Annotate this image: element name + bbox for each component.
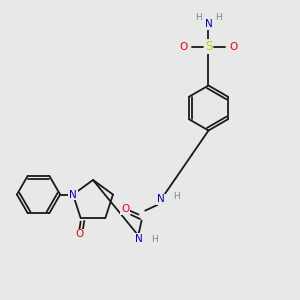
Text: O: O [229, 41, 237, 52]
Text: O: O [75, 230, 83, 239]
Text: N: N [205, 19, 212, 29]
Text: N: N [69, 190, 77, 200]
Text: H: H [195, 13, 202, 22]
Text: N: N [135, 233, 142, 244]
Text: H: H [151, 236, 158, 244]
Text: H: H [215, 13, 222, 22]
Text: N: N [157, 194, 165, 205]
Text: O: O [121, 204, 129, 214]
Text: O: O [180, 41, 188, 52]
Text: S: S [205, 40, 212, 53]
Text: H: H [173, 192, 180, 201]
